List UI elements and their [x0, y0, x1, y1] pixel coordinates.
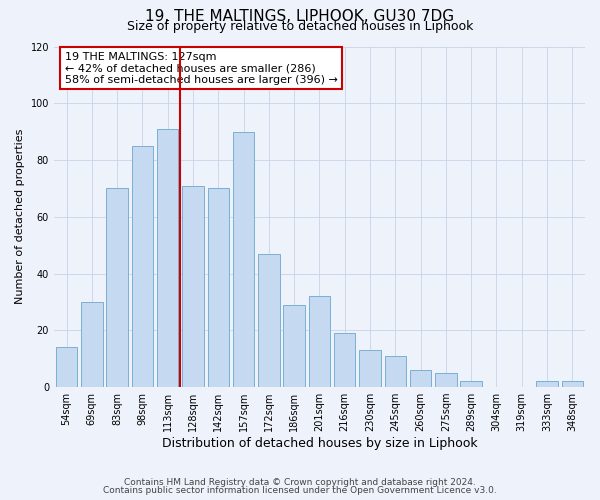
Bar	[258, 254, 280, 387]
Bar	[334, 333, 355, 387]
Y-axis label: Number of detached properties: Number of detached properties	[15, 129, 25, 304]
Bar	[182, 186, 204, 387]
Text: 19 THE MALTINGS: 127sqm
← 42% of detached houses are smaller (286)
58% of semi-d: 19 THE MALTINGS: 127sqm ← 42% of detache…	[65, 52, 337, 85]
Bar	[106, 188, 128, 387]
Bar	[131, 146, 153, 387]
Bar	[385, 356, 406, 387]
Text: Contains public sector information licensed under the Open Government Licence v3: Contains public sector information licen…	[103, 486, 497, 495]
Text: Contains HM Land Registry data © Crown copyright and database right 2024.: Contains HM Land Registry data © Crown c…	[124, 478, 476, 487]
Bar	[359, 350, 381, 387]
Bar	[562, 382, 583, 387]
Bar	[460, 382, 482, 387]
Bar	[208, 188, 229, 387]
Text: 19, THE MALTINGS, LIPHOOK, GU30 7DG: 19, THE MALTINGS, LIPHOOK, GU30 7DG	[145, 9, 455, 24]
Bar	[157, 129, 178, 387]
Bar	[435, 373, 457, 387]
Bar	[56, 348, 77, 387]
Text: Size of property relative to detached houses in Liphook: Size of property relative to detached ho…	[127, 20, 473, 33]
Bar	[233, 132, 254, 387]
Bar	[536, 382, 558, 387]
Bar	[81, 302, 103, 387]
X-axis label: Distribution of detached houses by size in Liphook: Distribution of detached houses by size …	[161, 437, 477, 450]
Bar	[283, 305, 305, 387]
Bar	[309, 296, 330, 387]
Bar	[410, 370, 431, 387]
